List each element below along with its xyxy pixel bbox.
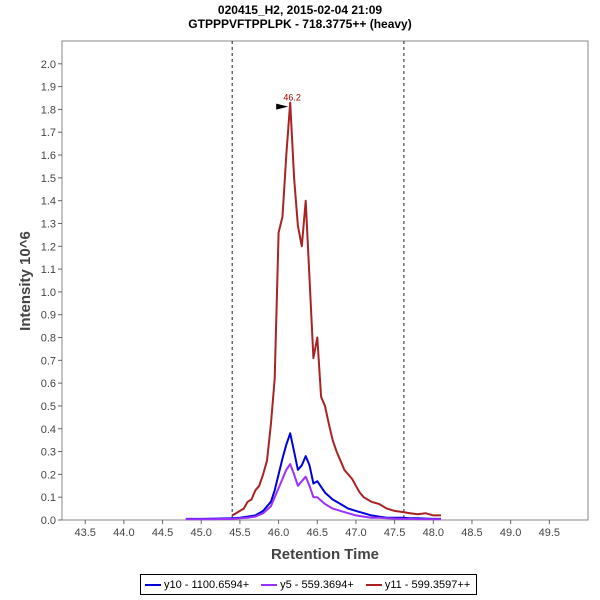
peak-marker (276, 103, 289, 110)
y-tick-label: 0.6 (41, 378, 56, 390)
x-tick-label: 49.5 (539, 527, 560, 539)
x-tick-label: 44.5 (152, 527, 173, 539)
y-tick-label: 0.0 (41, 515, 56, 527)
y-tick-label: 0.1 (41, 492, 56, 504)
x-tick-label: 49.0 (500, 527, 521, 539)
y-tick-label: 1.4 (41, 196, 56, 208)
legend-swatch (365, 583, 382, 586)
y-tick-label: 1.3 (41, 218, 56, 230)
y-tick-label: 1.8 (41, 104, 56, 116)
x-tick-label: 44.0 (113, 527, 134, 539)
x-axis: 43.5 44.0 44.5 45.0 45.5 46.0 46.5 47.0 47.5 48.0… (74, 520, 560, 539)
y-tick-label: 1.6 (41, 150, 56, 162)
y-tick-label: 0.3 (41, 447, 56, 459)
legend-label: y11 - 599.3597++ (384, 578, 471, 591)
x-tick-label: 47.5 (384, 527, 405, 539)
y-tick-label: 0.5 (41, 401, 56, 413)
legend-label: y5 - 559.3694+ (280, 578, 354, 591)
x-tick-label: 45.5 (229, 527, 250, 539)
y-tick-label: 0.9 (41, 310, 56, 322)
peak-label: 46.2 (283, 93, 301, 103)
series-line-2 (231, 101, 441, 517)
legend: y10 - 1100.6594+ y5 - 559.3694+ y11 - 599.… (140, 574, 478, 595)
chart-subtitle: GTPPPVFTPPLPK - 718.3775++ (heavy) (188, 17, 412, 31)
legend-item: y10 - 1100.6594+ (145, 579, 249, 591)
chart-title: 020415_H2, 2015-02-04 21:09 (217, 3, 383, 17)
y-tick-label: 0.8 (41, 333, 56, 345)
legend-item: y11 - 599.3597++ (365, 578, 471, 591)
y-tick-label: 1.9 (41, 82, 56, 94)
x-tick-label: 48.0 (423, 527, 444, 539)
legend-swatch (145, 583, 161, 586)
x-axis-title: Retention Time (271, 546, 379, 563)
y-tick-label: 1.5 (41, 173, 56, 185)
plot-area (61, 40, 589, 521)
legend-item: y5 - 559.3694+ (261, 579, 354, 591)
y-tick-label: 1.1 (41, 264, 56, 276)
y-tick-label: 1.2 (41, 241, 56, 253)
x-tick-label: 46.5 (307, 527, 328, 539)
chromatogram-chart: 0.0 0.1 0.2 0.3 0.4 0.5 0.6 0.7 0.8 0.9 1.0 1.1 1.2 1… (17, 40, 589, 563)
peak-boundaries (231, 41, 405, 520)
x-tick-label: 45.0 (191, 527, 212, 539)
y-tick-label: 1.0 (41, 287, 56, 299)
legend-label: y10 - 1100.6594+ (164, 578, 250, 591)
y-tick-label: 1.7 (41, 127, 56, 139)
y-tick-label: 0.4 (41, 424, 56, 436)
x-tick-label: 47.0 (345, 527, 366, 539)
x-tick-label: 46.0 (268, 527, 289, 539)
x-tick-label: 43.5 (74, 527, 95, 539)
y-tick-label: 2.0 (41, 59, 56, 71)
y-tick-label: 0.2 (41, 469, 56, 481)
y-tick-label: 0.7 (41, 355, 56, 367)
legend-swatch (261, 583, 278, 586)
y-axis: 0.0 0.1 0.2 0.3 0.4 0.5 0.6 0.7 0.8 0.9 1.0 1.1 1.2 1… (41, 59, 62, 527)
annotations: 46.2 (276, 93, 301, 110)
series-layer (185, 101, 441, 521)
x-tick-label: 48.5 (461, 527, 482, 539)
series-line-1 (185, 463, 441, 521)
y-axis-title: Intensity 10^6 (17, 231, 34, 331)
